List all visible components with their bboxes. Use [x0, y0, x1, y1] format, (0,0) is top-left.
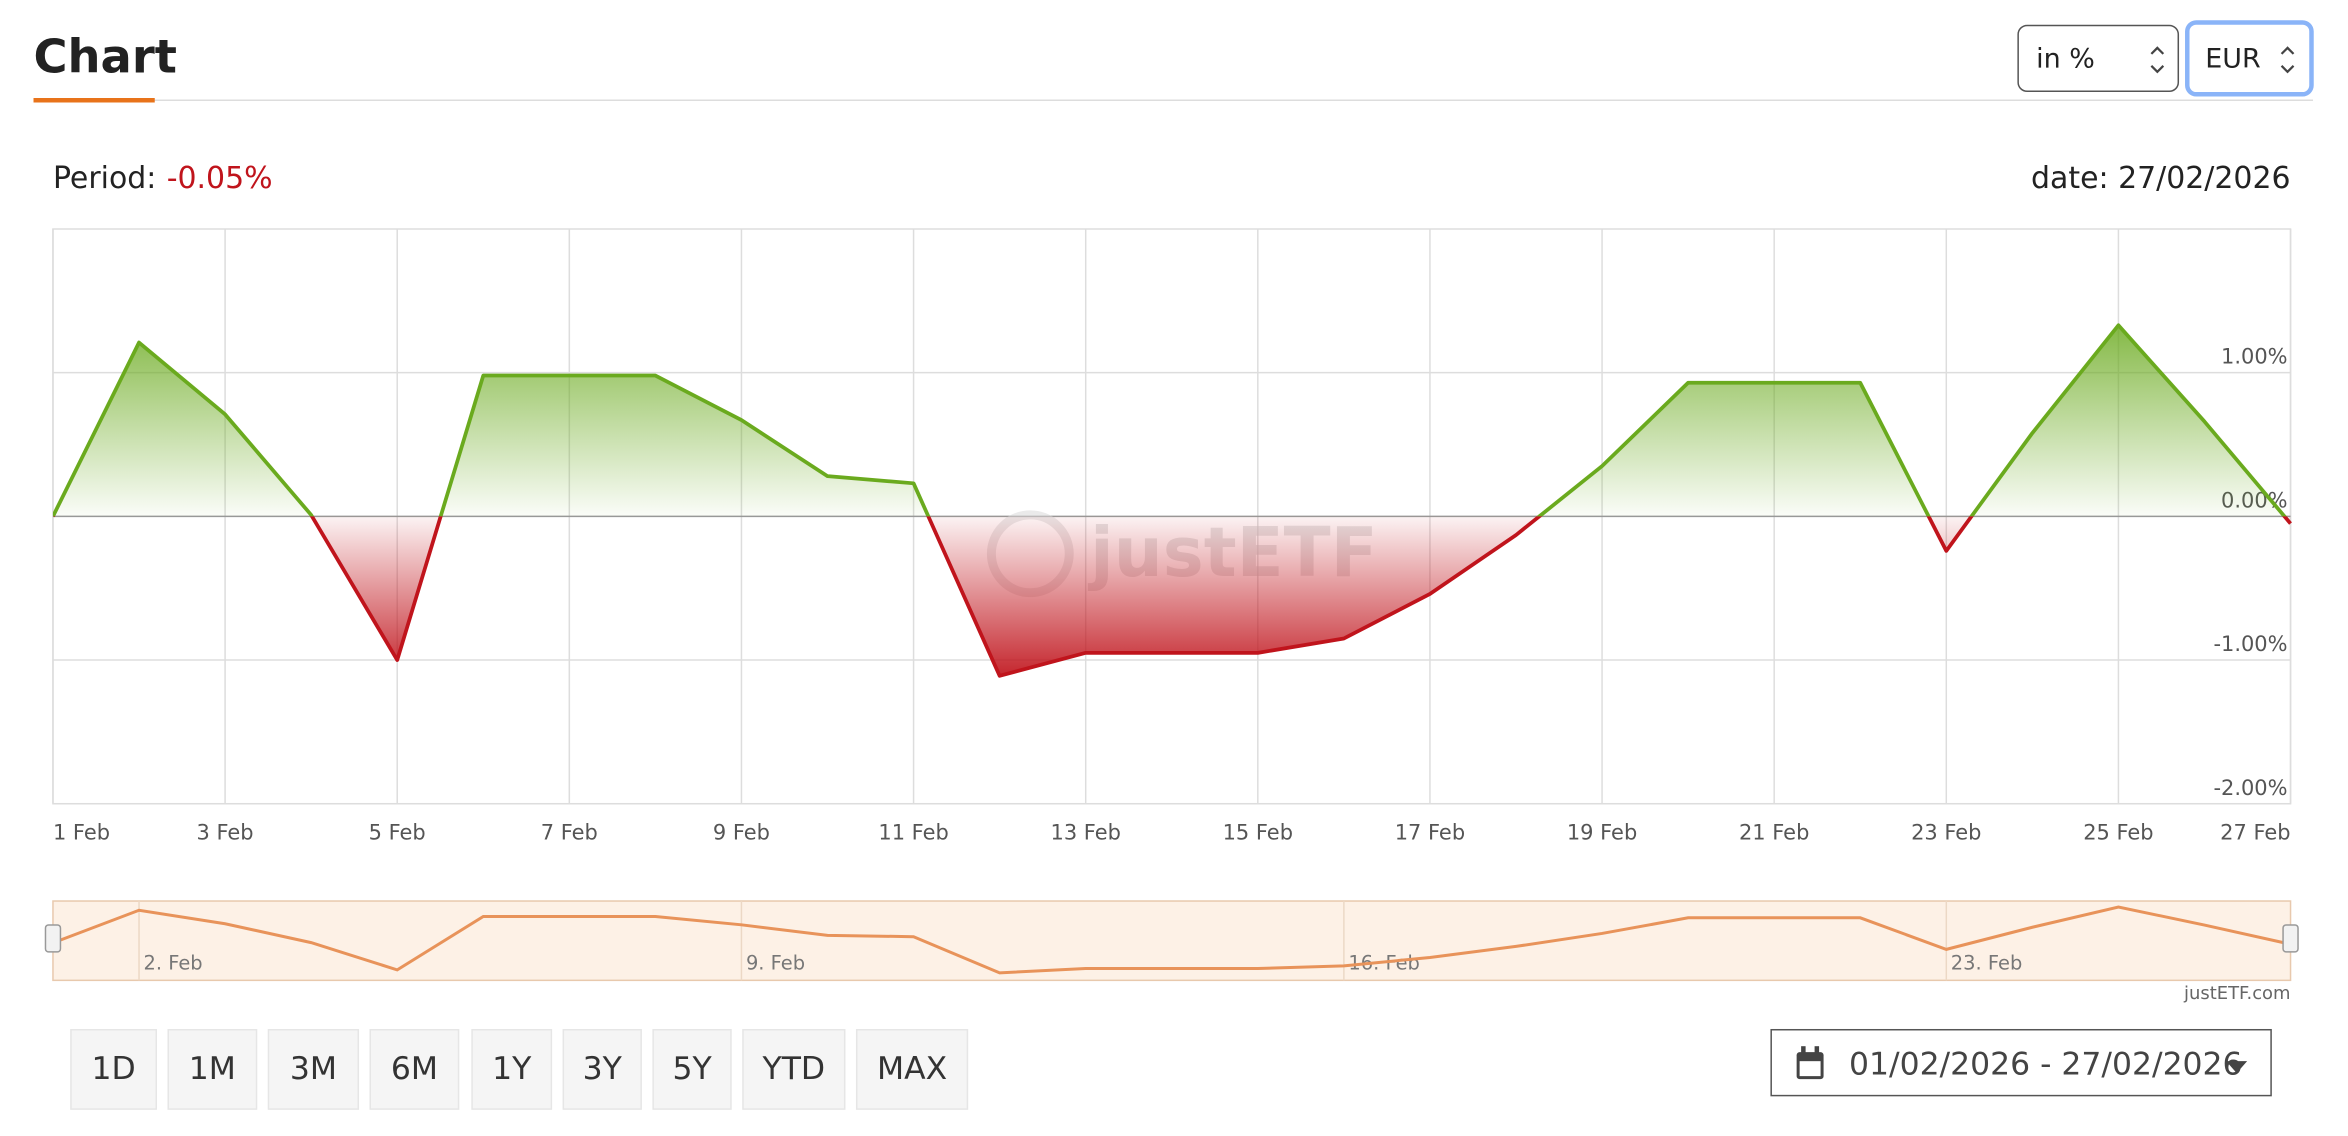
- select-arrows: [2150, 46, 2165, 74]
- navigator-credit: justETF.com: [2183, 983, 2291, 1004]
- period-buttons: 1D 1M 3M 6M 1Y 3Y 5Y YTD MAX: [70, 1028, 969, 1110]
- period-button[interactable]: [742, 1028, 846, 1110]
- date-box[interactable]: [1770, 1028, 2272, 1097]
- date-label: date: 27/02/2026: [2031, 161, 2291, 196]
- select-text[interactable]: EUR: [2205, 43, 2260, 74]
- area-fill-positive: [52, 325, 2291, 517]
- period-button-label[interactable]: 1M: [189, 1051, 236, 1087]
- x-tick-label: 13 Feb: [1051, 821, 1121, 845]
- navigator-handle[interactable]: [2282, 924, 2299, 953]
- calendar-icon: [1796, 1046, 1824, 1080]
- period-button[interactable]: [369, 1028, 460, 1110]
- period-button[interactable]: [562, 1028, 642, 1110]
- dropdown-caret: [2226, 1061, 2248, 1074]
- navigator-label: 9. Feb: [746, 951, 805, 974]
- navigator-line: [52, 905, 2291, 975]
- period-button[interactable]: [70, 1028, 157, 1110]
- x-tick-label: 23 Feb: [1911, 821, 1981, 845]
- currency-select[interactable]: EUR: [2185, 20, 2314, 97]
- period-button-label[interactable]: 1Y: [492, 1051, 532, 1087]
- date-range-picker[interactable]: 01/02/2026 - 27/02/2026: [1770, 1028, 2272, 1097]
- x-tick-label: 9 Feb: [713, 821, 770, 845]
- x-tick-label: 17 Feb: [1395, 821, 1465, 845]
- y-tick-label: 1.00%: [2221, 345, 2288, 369]
- x-tick-label: 15 Feb: [1223, 821, 1293, 845]
- x-tick-label: 27 Feb: [2220, 821, 2290, 845]
- select-box[interactable]: [2017, 24, 2180, 93]
- period-button[interactable]: [652, 1028, 732, 1110]
- x-tick-label: 7 Feb: [541, 821, 598, 845]
- line-positive: [52, 323, 2287, 517]
- navigator-label: 23. Feb: [1951, 951, 2023, 974]
- x-tick-label: 5 Feb: [369, 821, 426, 845]
- date-range-text[interactable]: 01/02/2026 - 27/02/2026: [1849, 1047, 2243, 1083]
- period-button-label[interactable]: 3Y: [583, 1051, 623, 1087]
- period-button-label[interactable]: 6M: [391, 1051, 438, 1087]
- x-tick-label: 1 Feb: [53, 821, 110, 845]
- x-tick-label: 19 Feb: [1567, 821, 1637, 845]
- select-text[interactable]: in %: [2036, 43, 2095, 74]
- navigator-label: 2. Feb: [144, 951, 203, 974]
- title: Chart: [34, 29, 177, 83]
- x-tick-label: 25 Feb: [2083, 821, 2153, 845]
- period-button-label[interactable]: 1D: [91, 1051, 135, 1087]
- period-button[interactable]: [167, 1028, 258, 1110]
- y-tick-label: -1.00%: [2213, 632, 2287, 656]
- period-value: -0.05%: [167, 161, 273, 196]
- y-tick-label: -2.00%: [2213, 776, 2287, 800]
- navigator-handle[interactable]: [44, 924, 62, 953]
- period-button[interactable]: [855, 1028, 969, 1110]
- x-tick-label: 21 Feb: [1739, 821, 1809, 845]
- unit-select[interactable]: in %: [2017, 24, 2180, 93]
- area-fill-negative: [52, 516, 2291, 676]
- period-button-label[interactable]: MAX: [877, 1051, 947, 1087]
- period-button-label[interactable]: 3M: [290, 1051, 337, 1087]
- period-button[interactable]: [267, 1028, 360, 1110]
- x-tick-label: 11 Feb: [878, 821, 948, 845]
- period-button-label[interactable]: YTD: [762, 1051, 826, 1087]
- x-tick-label: 3 Feb: [197, 821, 254, 845]
- select-arrows: [2280, 46, 2295, 74]
- period-label: Period:: [53, 161, 156, 196]
- period-button[interactable]: [471, 1028, 553, 1110]
- line-negative: [52, 516, 2292, 678]
- period-button-label[interactable]: 5Y: [672, 1051, 712, 1087]
- select-box[interactable]: [2185, 20, 2314, 97]
